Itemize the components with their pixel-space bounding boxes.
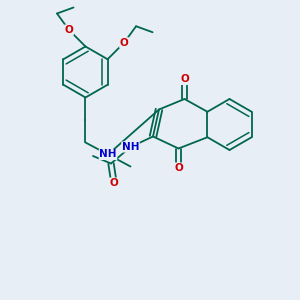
Text: O: O <box>64 25 74 35</box>
Text: NH: NH <box>99 149 117 160</box>
Text: NH: NH <box>122 142 139 152</box>
Text: O: O <box>174 163 183 173</box>
Text: O: O <box>180 74 189 85</box>
Text: O: O <box>110 178 118 188</box>
Text: O: O <box>120 38 128 48</box>
